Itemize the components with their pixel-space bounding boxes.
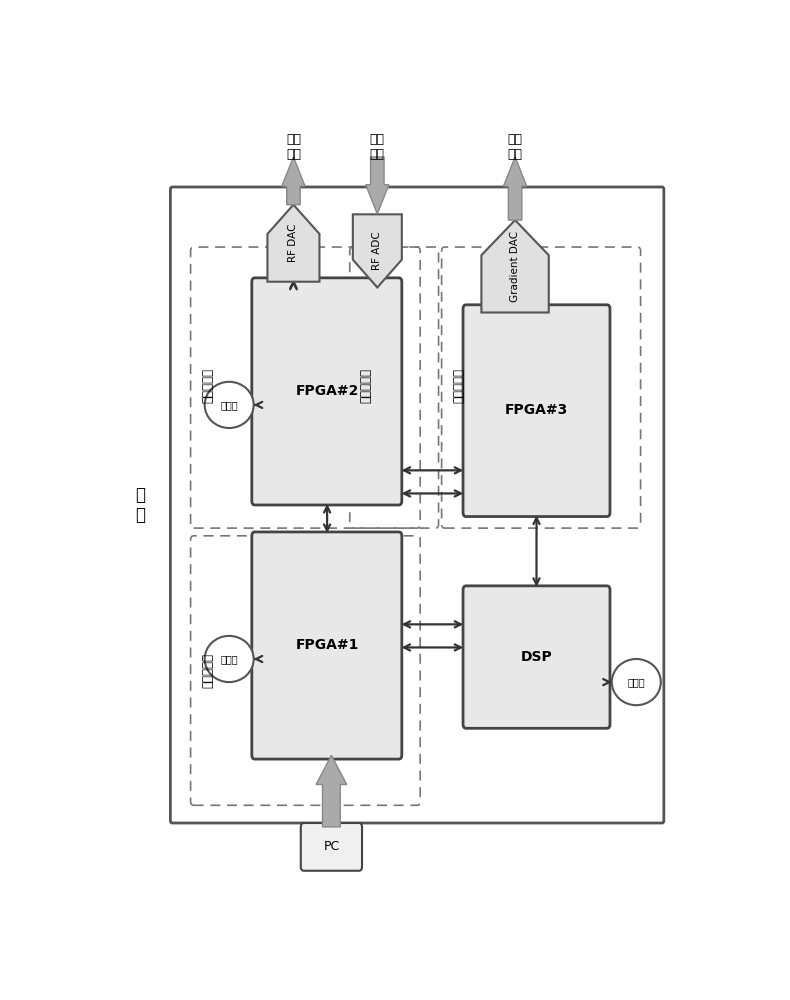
FancyBboxPatch shape (463, 305, 610, 517)
Text: DSP: DSP (521, 650, 552, 664)
Text: 射频发生器: 射频发生器 (201, 368, 214, 403)
Text: 谱
仪: 谱 仪 (135, 486, 145, 524)
Text: 存储器: 存储器 (220, 654, 238, 664)
Text: 梯度发生器: 梯度发生器 (452, 368, 465, 403)
Text: FPGA#3: FPGA#3 (505, 403, 568, 417)
Text: 扫描控制器: 扫描控制器 (201, 653, 214, 688)
FancyBboxPatch shape (252, 278, 402, 505)
Ellipse shape (611, 659, 660, 705)
Text: RF DAC: RF DAC (288, 224, 299, 262)
Text: 共振
信号: 共振 信号 (370, 133, 385, 161)
Polygon shape (481, 220, 549, 312)
Text: 射频
脉冲: 射频 脉冲 (286, 133, 301, 161)
Polygon shape (503, 157, 527, 220)
Text: RF ADC: RF ADC (372, 232, 382, 270)
Text: PC: PC (323, 840, 340, 853)
Text: 存储器: 存储器 (627, 677, 645, 687)
Ellipse shape (205, 636, 254, 682)
Text: FPGA#1: FPGA#1 (295, 638, 359, 652)
Ellipse shape (205, 382, 254, 428)
Text: Gradient DAC: Gradient DAC (510, 231, 520, 302)
FancyBboxPatch shape (301, 823, 362, 871)
FancyBboxPatch shape (171, 187, 664, 823)
FancyBboxPatch shape (252, 532, 402, 759)
Text: 射频接收器: 射频接收器 (359, 368, 372, 403)
Text: 梯度
波形: 梯度 波形 (508, 133, 522, 161)
Text: FPGA#2: FPGA#2 (295, 384, 359, 398)
Polygon shape (353, 214, 402, 287)
FancyBboxPatch shape (463, 586, 610, 728)
Text: 存储器: 存储器 (220, 400, 238, 410)
Polygon shape (366, 157, 389, 214)
Polygon shape (282, 157, 305, 205)
Polygon shape (316, 755, 347, 827)
Polygon shape (268, 205, 319, 282)
